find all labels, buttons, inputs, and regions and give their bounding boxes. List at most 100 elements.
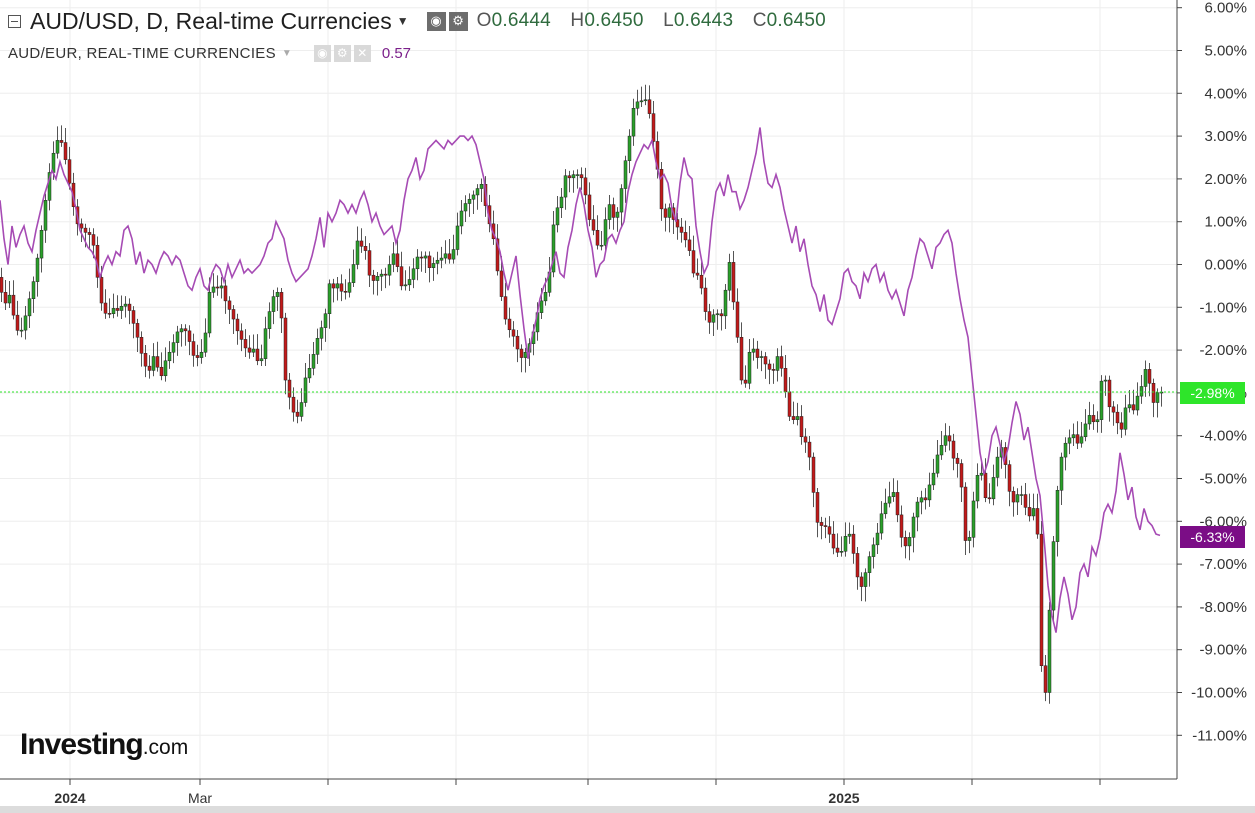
- candle-down: [287, 379, 292, 398]
- candle-down: [1131, 404, 1136, 411]
- candle-up: [843, 536, 848, 552]
- y-tick-label: 5.00%: [1204, 43, 1247, 60]
- candle-up: [1127, 404, 1132, 409]
- candle-up: [571, 174, 576, 179]
- y-tick-label: -4.00%: [1199, 428, 1247, 445]
- eye-icon[interactable]: ◉: [426, 11, 446, 31]
- candle-up: [423, 255, 428, 259]
- caret-down-icon[interactable]: ▼: [281, 47, 292, 59]
- collapse-toggle[interactable]: [8, 14, 21, 28]
- candle-down: [1151, 383, 1156, 403]
- candle-up: [1047, 609, 1052, 693]
- candle-down: [719, 313, 724, 317]
- candle-up: [259, 358, 264, 362]
- candle-down: [1115, 411, 1120, 424]
- candle-down: [59, 140, 64, 143]
- candle-up: [1135, 395, 1140, 411]
- candle-down: [359, 240, 364, 247]
- candle-down: [143, 353, 148, 367]
- gear-icon[interactable]: ⚙: [448, 11, 468, 31]
- candle-up: [439, 257, 444, 261]
- y-tick-label: -8.00%: [1199, 599, 1247, 616]
- candle-down: [1119, 422, 1124, 430]
- candle-up: [919, 497, 924, 503]
- candle-down: [63, 142, 68, 160]
- candle-down: [235, 318, 240, 332]
- high-value: 0.6450: [584, 10, 644, 31]
- candle-down: [755, 348, 760, 358]
- y-tick-label: -1.00%: [1199, 299, 1247, 316]
- candle-up: [1099, 380, 1104, 420]
- y-tick-label: 1.00%: [1204, 214, 1247, 231]
- candle-down: [507, 318, 512, 331]
- main-symbol-title[interactable]: AUD/USD, D, Real-time Currencies: [30, 7, 392, 34]
- candle-down: [987, 497, 992, 500]
- candle-down: [955, 457, 960, 464]
- candle-up: [171, 342, 176, 353]
- candle-down: [923, 497, 928, 501]
- candle-down: [147, 365, 152, 371]
- candle-up: [775, 356, 780, 371]
- candle-up: [867, 556, 872, 573]
- close-value: 0.6450: [766, 10, 826, 31]
- candle-down: [279, 292, 284, 319]
- candle-down: [99, 277, 104, 304]
- candle-up: [463, 203, 468, 212]
- close-icon[interactable]: ✕: [353, 44, 371, 62]
- candle-up: [1087, 415, 1092, 425]
- candle-down: [79, 223, 84, 229]
- y-tick-label: -11.00%: [1192, 727, 1247, 744]
- candle-down: [1147, 369, 1152, 384]
- candle-down: [675, 219, 680, 228]
- candle-down: [519, 348, 524, 358]
- candle-up: [451, 249, 456, 260]
- candle-down: [1111, 406, 1116, 413]
- candle-up: [875, 532, 880, 546]
- candle-up: [975, 475, 980, 502]
- candle-down: [339, 283, 344, 292]
- candle-up: [55, 140, 60, 154]
- candle-up: [1139, 386, 1144, 397]
- candle-up: [539, 300, 544, 313]
- candle-up: [471, 194, 476, 200]
- eye-icon[interactable]: ◉: [313, 44, 331, 62]
- candle-down: [583, 177, 588, 196]
- open-value: 0.6444: [491, 10, 551, 31]
- y-tick-label: -2.00%: [1199, 342, 1247, 359]
- candle-up: [643, 99, 648, 102]
- candle-down: [499, 270, 504, 297]
- candle-up: [7, 294, 12, 304]
- low-key: L: [663, 10, 674, 31]
- caret-down-icon[interactable]: ▼: [396, 14, 409, 28]
- candle-up: [119, 305, 124, 311]
- candle-down: [663, 208, 668, 218]
- gear-icon[interactable]: ⚙: [333, 44, 351, 62]
- candle-down: [855, 553, 860, 578]
- candle-up: [335, 283, 340, 289]
- candle-up: [375, 276, 380, 281]
- candle-up: [1083, 423, 1088, 438]
- candle-up: [751, 348, 756, 353]
- candle-up: [1079, 436, 1084, 444]
- candle-down: [959, 463, 964, 488]
- candle-down: [15, 314, 20, 331]
- candle-up: [211, 286, 216, 293]
- current-price-badge: -2.98%: [1180, 382, 1245, 404]
- candle-down: [1043, 665, 1048, 693]
- candle-up: [639, 100, 644, 103]
- candle-up: [943, 435, 948, 446]
- candle-down: [135, 323, 140, 338]
- candle-up: [327, 283, 332, 314]
- compare-symbol-title[interactable]: AUD/EUR, REAL-TIME CURRENCIES: [8, 44, 276, 62]
- candlestick-series: [0, 84, 1164, 704]
- candle-up: [555, 207, 560, 226]
- candle-down: [367, 250, 372, 276]
- candle-down: [67, 159, 72, 184]
- y-tick-label: 3.00%: [1204, 128, 1247, 145]
- candle-down: [735, 301, 740, 338]
- candle-down: [743, 379, 748, 384]
- candle-down: [771, 369, 776, 371]
- candle-down: [587, 194, 592, 220]
- candle-down: [343, 291, 348, 293]
